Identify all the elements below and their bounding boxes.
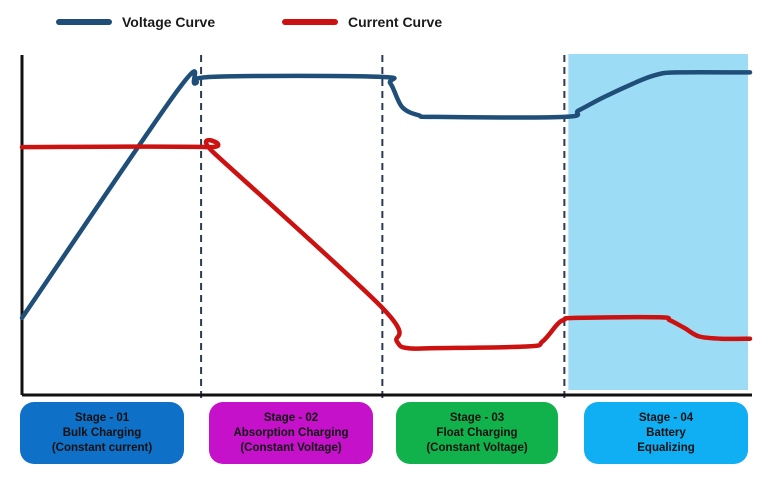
legend-swatch-current xyxy=(282,19,338,25)
stage-1-label: Stage - 01 xyxy=(74,411,130,424)
charging-stage-chart xyxy=(19,54,753,400)
legend: Voltage Curve Current Curve xyxy=(0,0,768,40)
stage-box-1: Stage - 01 Bulk Charging (Constant curre… xyxy=(20,402,184,464)
stage-2-label: Stage - 02 xyxy=(263,411,319,424)
stage-box-4: Stage - 04 Battery Equalizing xyxy=(584,402,748,464)
stage-4-highlight xyxy=(568,54,748,390)
stage-4-line2: Equalizing xyxy=(637,441,695,454)
stage-box-2: Stage - 02 Absorption Charging (Constant… xyxy=(209,402,373,464)
stage-2-line1: Absorption Charging xyxy=(233,426,349,439)
current-curve-line xyxy=(19,137,753,351)
stage-box-3: Stage - 03 Float Charging (Constant Volt… xyxy=(396,402,558,464)
stage-3-line1: Float Charging xyxy=(436,426,518,439)
stage-1-line2: (Constant current) xyxy=(51,441,153,454)
stage-2-line2: (Constant Voltage) xyxy=(240,441,342,454)
legend-item-voltage: Voltage Curve xyxy=(56,12,215,32)
legend-label-current: Current Curve xyxy=(348,14,443,30)
legend-item-current: Current Curve xyxy=(282,12,442,32)
stage-3-label: Stage - 03 xyxy=(449,411,505,424)
stage-1-line1: Bulk Charging xyxy=(62,426,142,439)
stage-4-label: Stage - 04 xyxy=(638,411,694,424)
legend-label-voltage: Voltage Curve xyxy=(122,14,216,30)
voltage-curve-line xyxy=(19,69,753,321)
legend-swatch-voltage xyxy=(56,19,112,25)
stage-3-line2: (Constant Voltage) xyxy=(426,441,528,454)
stage-4-line1: Battery xyxy=(646,426,686,439)
